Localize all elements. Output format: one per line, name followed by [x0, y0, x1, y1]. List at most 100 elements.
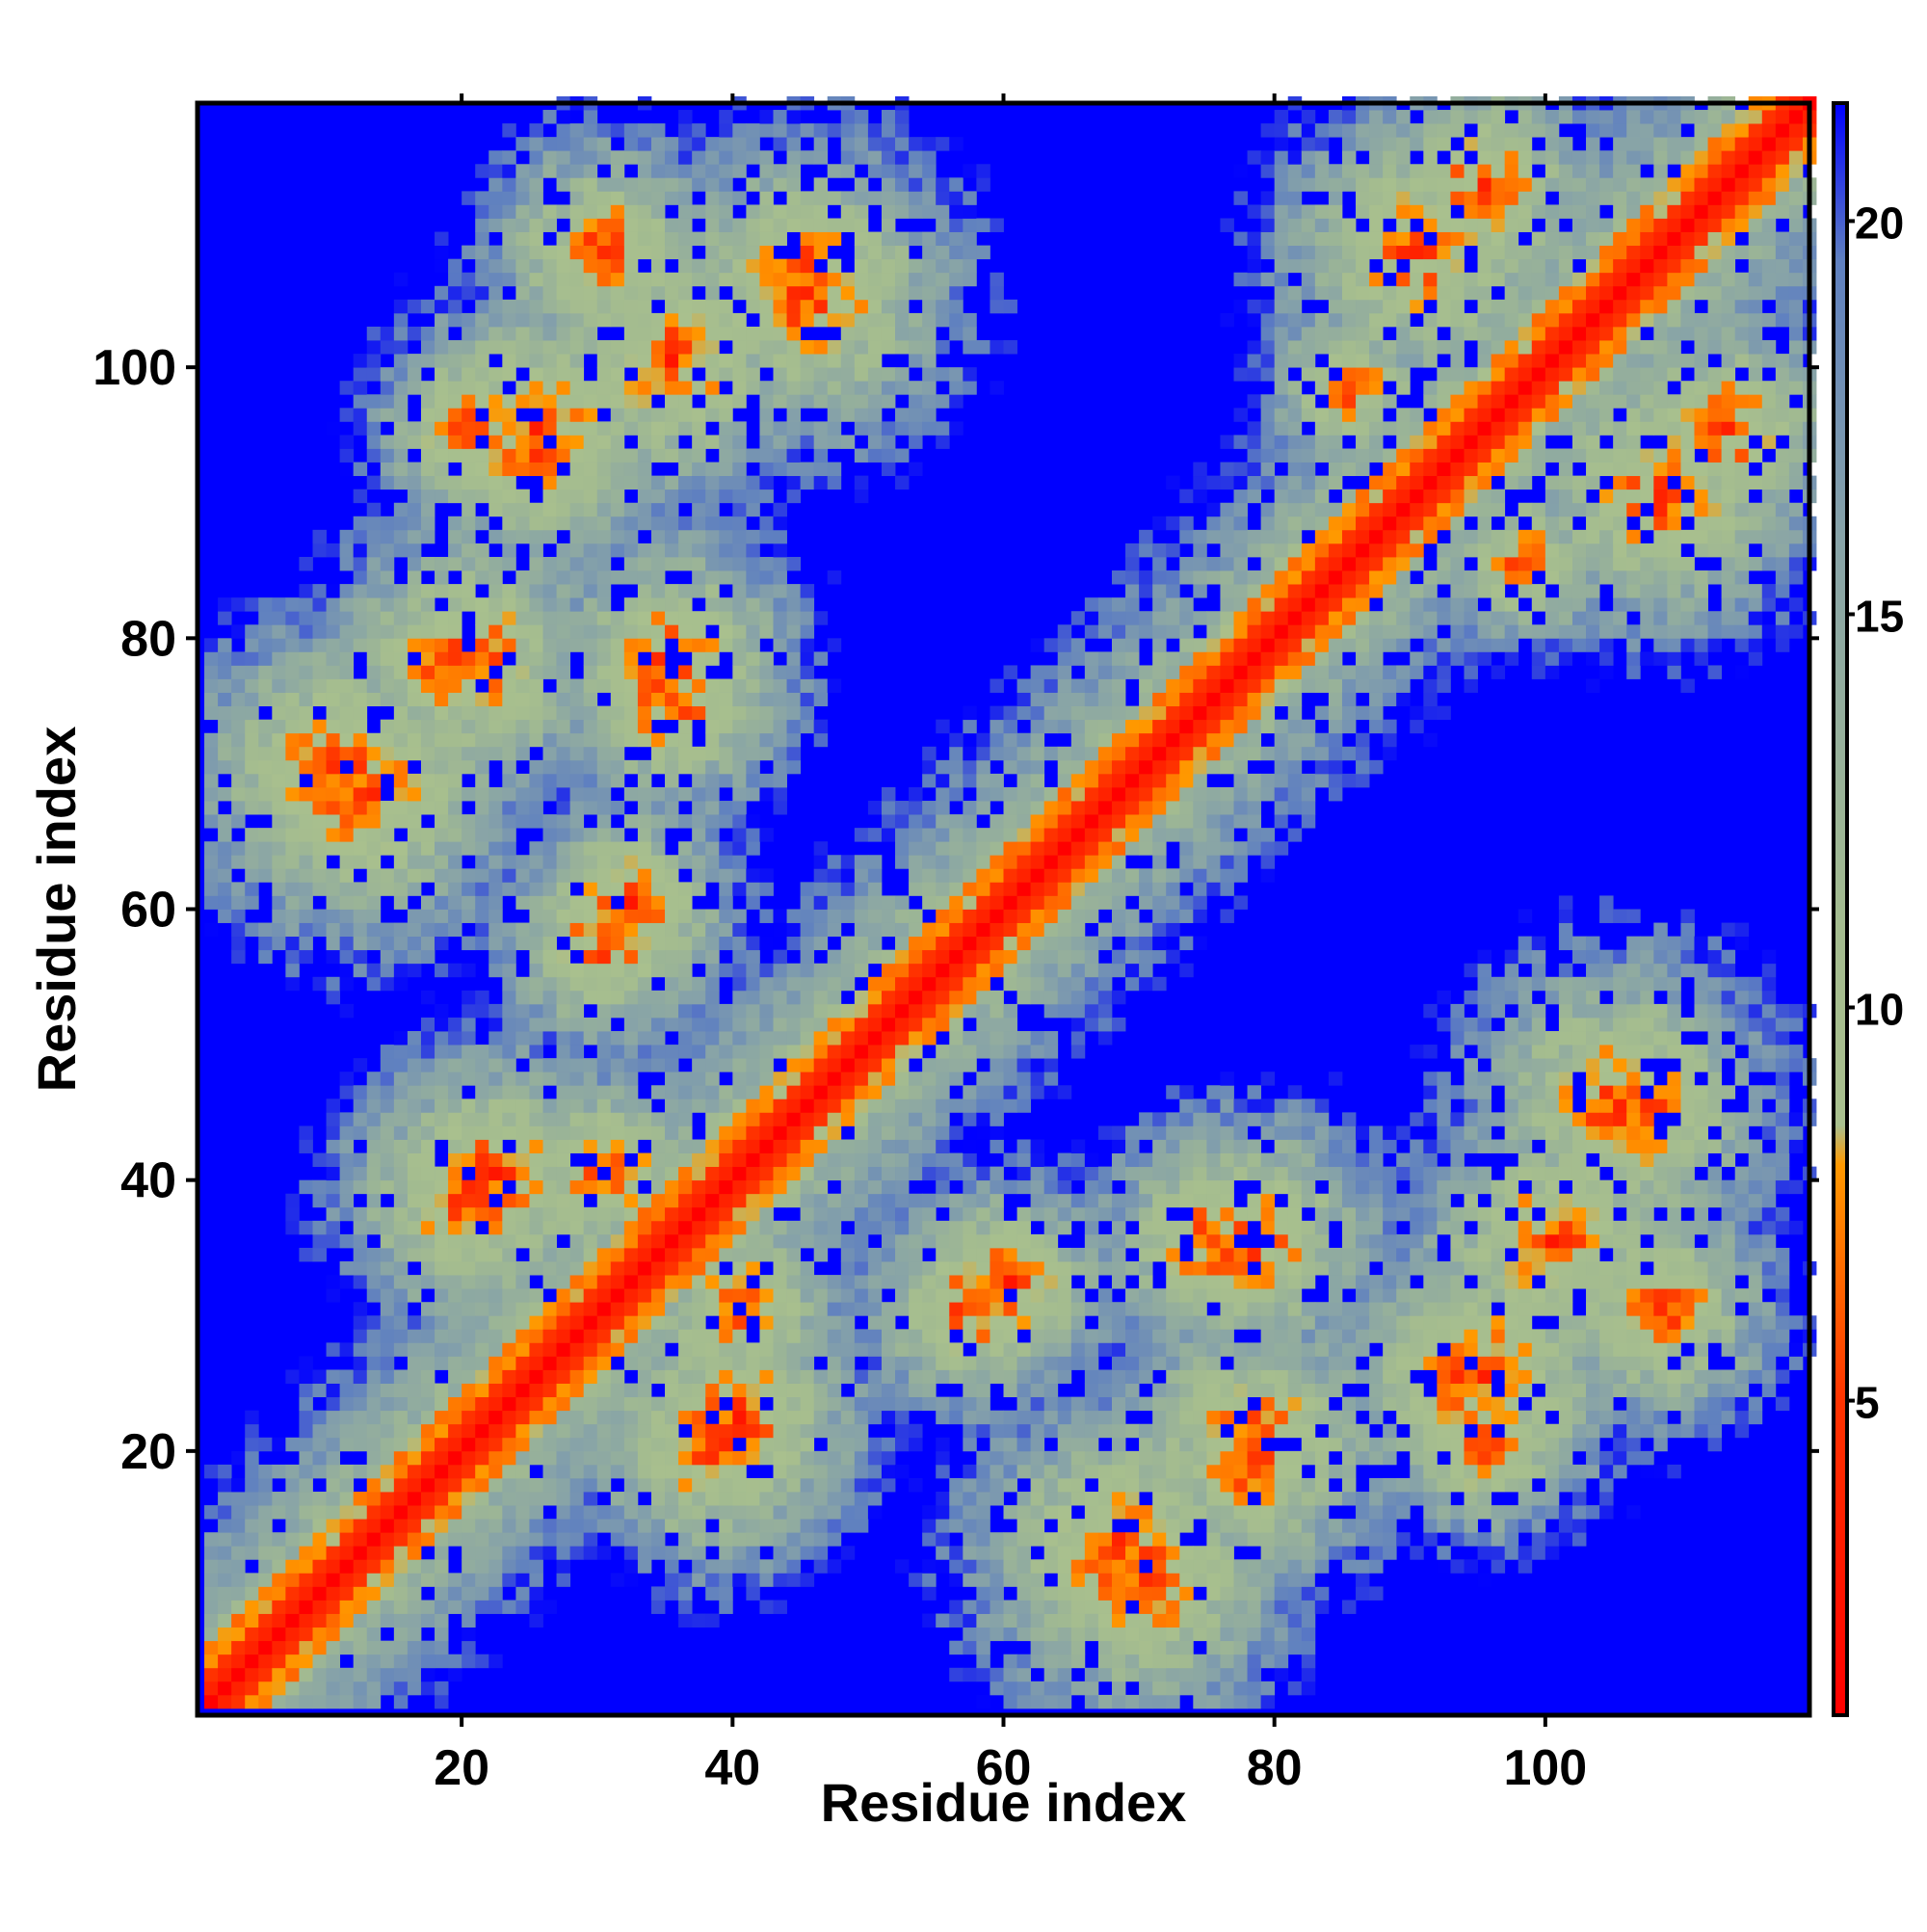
heatmap-cell — [936, 191, 950, 205]
heatmap-cell — [800, 394, 815, 409]
heatmap-cell — [529, 1288, 543, 1303]
heatmap-cell — [719, 448, 733, 463]
heatmap-cell — [665, 895, 679, 910]
heatmap-cell — [650, 285, 666, 301]
heatmap-cell — [773, 1423, 787, 1439]
heatmap-cell — [800, 340, 815, 355]
heatmap-cell — [488, 882, 503, 896]
heatmap-cell — [420, 1045, 436, 1059]
heatmap-cell — [990, 299, 1004, 314]
heatmap-cell — [435, 719, 449, 734]
heatmap-cell — [515, 381, 530, 395]
heatmap-cell — [813, 1288, 829, 1303]
heatmap-cell — [949, 421, 964, 436]
heatmap-cell — [529, 624, 543, 639]
heatmap-cell — [759, 123, 774, 138]
heatmap-cell — [502, 1492, 516, 1506]
heatmap-cell — [637, 516, 652, 531]
heatmap-cell — [881, 110, 896, 124]
heatmap-cell — [881, 421, 896, 436]
heatmap-cell — [678, 1464, 693, 1479]
heatmap-cell — [840, 1302, 856, 1316]
heatmap-cell — [759, 976, 774, 992]
heatmap-cell — [854, 1410, 869, 1425]
heatmap-cell — [1003, 841, 1017, 856]
heatmap-cell — [542, 1477, 557, 1493]
heatmap-cell — [665, 421, 679, 436]
heatmap-cell — [326, 1600, 341, 1614]
heatmap-cell — [692, 882, 706, 896]
heatmap-cell — [407, 1072, 422, 1086]
heatmap-cell — [596, 1410, 612, 1425]
heatmap-cell — [610, 1220, 625, 1235]
heatmap-cell — [380, 1288, 395, 1303]
heatmap-cell — [719, 394, 733, 409]
heatmap-cell — [732, 1098, 747, 1113]
heatmap-cell — [610, 922, 625, 938]
heatmap-cell — [692, 1546, 706, 1560]
heatmap-cell — [705, 990, 720, 1005]
heatmap-cell — [529, 597, 543, 612]
heatmap-cell — [759, 110, 774, 124]
heatmap-cell — [881, 786, 896, 802]
heatmap-cell — [407, 1477, 422, 1493]
heatmap-cell — [326, 786, 341, 802]
heatmap-cell — [596, 611, 612, 625]
heatmap-cell — [272, 1532, 286, 1547]
heatmap-cell — [759, 584, 774, 598]
heatmap-cell — [515, 1369, 530, 1384]
heatmap-cell — [448, 786, 462, 802]
heatmap-cell — [380, 1423, 395, 1439]
heatmap-cell — [448, 367, 462, 382]
heatmap-cell — [569, 381, 585, 395]
heatmap-cell — [665, 1302, 679, 1316]
heatmap-cell — [366, 340, 382, 355]
heatmap-cell — [909, 1247, 923, 1262]
heatmap-cell — [719, 638, 733, 652]
heatmap-cell — [881, 1233, 896, 1249]
heatmap-cell — [245, 1410, 259, 1425]
heatmap-cell — [502, 299, 516, 314]
heatmap-cell — [854, 1193, 869, 1208]
heatmap-cell — [650, 678, 666, 693]
heatmap-cell — [705, 137, 720, 151]
heatmap-cell — [515, 1152, 530, 1168]
heatmap-cell — [637, 150, 652, 165]
heatmap-cell — [922, 1072, 937, 1086]
heatmap-cell — [895, 855, 910, 869]
heatmap-cell — [204, 1559, 219, 1574]
heatmap-cell — [678, 272, 693, 287]
heatmap-cell — [529, 963, 543, 978]
heatmap-cell — [1016, 773, 1032, 788]
heatmap-cell — [407, 1045, 422, 1059]
heatmap-cell — [665, 1396, 679, 1412]
heatmap-cell — [650, 1519, 666, 1533]
heatmap-cell — [623, 1315, 639, 1330]
heatmap-cell — [759, 1220, 774, 1235]
heatmap-cell — [583, 556, 598, 571]
heatmap-cell — [827, 475, 842, 490]
heatmap-cell — [515, 678, 530, 693]
heatmap-cell — [366, 801, 382, 815]
heatmap-cell — [583, 1532, 598, 1547]
heatmap-cell — [854, 882, 869, 896]
heatmap-cell — [692, 1288, 706, 1303]
heatmap-cell — [366, 855, 382, 869]
heatmap-cell — [475, 719, 489, 734]
heatmap-cell — [462, 1519, 476, 1533]
heatmap-cell — [854, 340, 869, 355]
heatmap-cell — [462, 543, 476, 558]
heatmap-cell — [746, 543, 760, 558]
heatmap-cell — [529, 1098, 543, 1113]
heatmap-cell — [542, 421, 557, 436]
heatmap-cell — [218, 1464, 232, 1479]
heatmap-cell — [637, 1220, 652, 1235]
heatmap-cell — [366, 922, 382, 938]
heatmap-cell — [678, 326, 693, 341]
heatmap-cell — [556, 624, 571, 639]
heatmap-cell — [596, 1315, 612, 1330]
heatmap-cell — [475, 367, 489, 382]
heatmap-cell — [895, 367, 910, 382]
heatmap-cell — [596, 489, 612, 504]
heatmap-cell — [990, 868, 1004, 883]
